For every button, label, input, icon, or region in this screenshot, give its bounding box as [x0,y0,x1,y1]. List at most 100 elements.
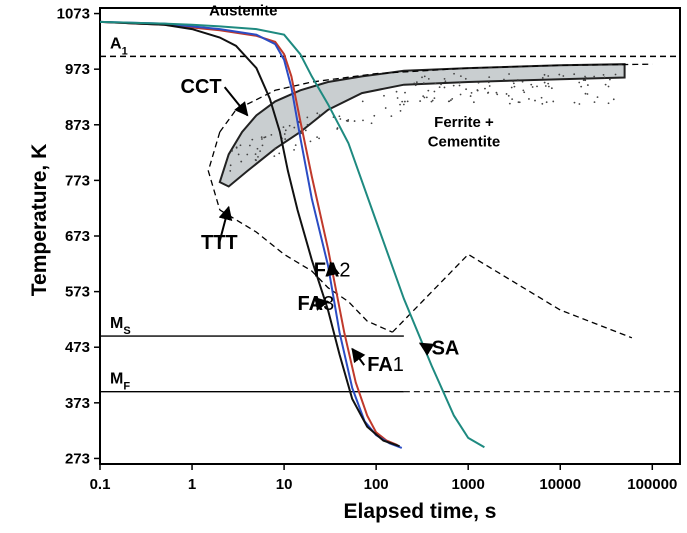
cct-speckle [316,136,318,139]
cct-speckle [282,126,285,129]
cct-speckle [487,81,490,84]
cct-speckle [558,73,561,76]
cct-speckle [573,73,576,76]
cct-speckle [362,119,364,122]
cct-speckle [229,170,232,172]
cct-speckle [580,85,583,88]
annotation-arrow [418,342,435,356]
cct-speckle [293,126,296,129]
cct-speckle [229,164,232,167]
cct-speckle [431,99,434,102]
y-tick-label: 873 [65,117,90,134]
cct-speckle [453,72,455,75]
cct-speckle [573,101,576,104]
cct-speckle [582,79,585,82]
y-tick-label: 773 [65,172,90,189]
y-tick-label: 973 [65,61,90,78]
cct-speckle [602,73,605,76]
cct-speckle [578,81,581,84]
cct-speckle [260,136,263,139]
cct-speckle [476,89,479,91]
cct-speckle [438,86,441,89]
cct-speckle [541,76,544,79]
cct-speckle [309,140,312,143]
region-label: Cementite [428,133,501,150]
cct-speckle [345,119,348,122]
cct-speckle [256,147,259,150]
cct-speckle [584,76,587,79]
axis-ticks: 0.1 1 10 100 1000 10000 100000 273 373 473 573 673 7… [57,6,678,493]
cct-speckle [264,136,267,138]
cct-speckle [433,90,436,93]
cct-speckle [402,103,405,106]
annotation-sa: SA [432,337,460,359]
annotation-fa1: FA1 [367,354,404,376]
cct-speckle [521,80,524,83]
cct-speckle [604,83,607,86]
ref-label-ms: MS [110,315,131,337]
cct-speckle [458,84,461,87]
cct-speckle [505,93,508,95]
cct-speckle [404,91,406,94]
cct-speckle [596,96,599,99]
cct-speckle [384,107,387,109]
ttt-lower-curve [219,209,393,333]
cct-speckle [284,129,287,132]
cct-speckle [406,100,409,103]
cct-speckle [283,133,286,135]
cct-speckle [254,153,257,155]
cct-speckle [304,129,307,132]
cct-speckle [399,110,402,112]
cct-speckle [434,82,437,85]
cct-speckle [511,98,514,101]
y-tick-label: 473 [65,339,90,356]
cct-speckle [231,149,234,152]
cct-speckle [593,75,596,78]
cct-speckle [508,73,510,75]
annotation-arrow [314,297,330,311]
cct-speckle [395,90,398,93]
cct-speckle [593,101,596,104]
cct-speckle [603,76,606,79]
cct-speckle [422,82,425,85]
cct-speckle [452,84,455,87]
y-tick-label: 373 [65,395,90,412]
cct-speckle [584,92,587,95]
y-tick-label: 673 [65,228,90,245]
cct-speckle [413,82,416,85]
x-tick-label: 100000 [627,476,677,493]
cct-speckle [522,89,525,92]
cct-speckle [274,147,276,150]
series-sa-line [99,20,485,449]
x-tick-label: 100 [364,476,389,493]
series-fa2-line [99,20,403,449]
cct-speckle [578,103,581,105]
cct-speckle [294,144,297,147]
cct-speckle [415,81,418,84]
x-tick-label: 1 [188,476,196,493]
cct-speckle [338,115,341,118]
cct-speckle [270,134,273,136]
cct-speckle [562,75,565,77]
cct-speckle [261,138,263,140]
cct-speckle [449,99,452,102]
cct-speckle [353,120,356,122]
cct-speckle [422,95,425,98]
cct-speckle [469,95,472,97]
series-fa1-line [99,20,398,447]
cct-speckle [261,144,264,147]
cct-speckle [517,101,520,104]
cct-band [218,63,626,188]
cct-speckle [419,100,422,102]
cct-speckle [443,86,446,89]
cct-speckle [433,97,436,99]
ref-label-a1: A1 [110,35,128,57]
cct-speckle [516,79,519,81]
cct-speckle [423,96,426,99]
cct-speckle [547,75,550,77]
annotation-arrow [218,205,233,244]
cct-speckle [472,101,475,104]
cct-speckle [586,93,589,95]
cct-speckle [278,152,281,155]
